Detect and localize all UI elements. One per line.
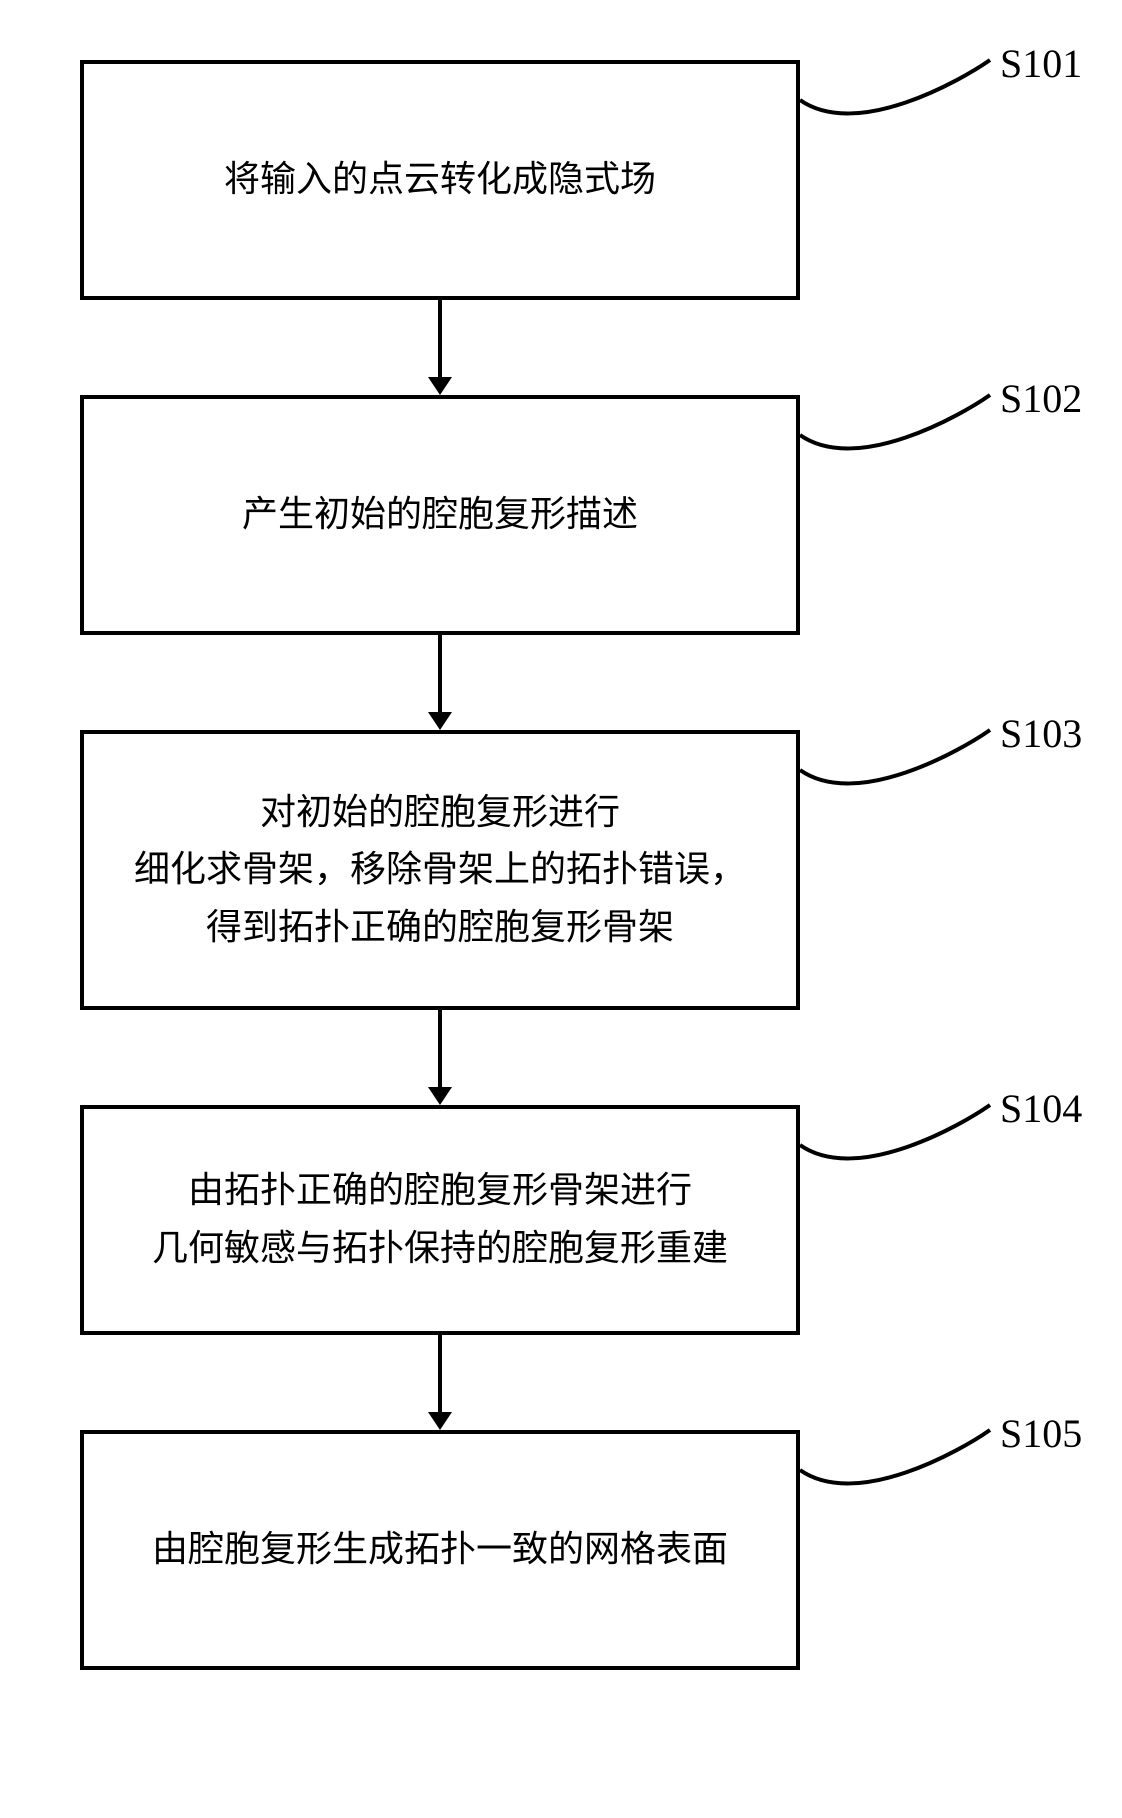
arrow-wrapper xyxy=(80,635,800,730)
step-text: 由腔胞复形生成拓扑一致的网格表面 xyxy=(152,1521,728,1579)
step-text: 对初始的腔胞复形进行 细化求骨架，移除骨架上的拓扑错误， 得到拓扑正确的腔胞复形… xyxy=(134,784,746,957)
step-box-s104: 由拓扑正确的腔胞复形骨架进行 几何敏感与拓扑保持的腔胞复形重建 xyxy=(80,1105,800,1335)
step-wrapper: 将输入的点云转化成隐式场S101 xyxy=(80,60,800,300)
step-wrapper: 对初始的腔胞复形进行 细化求骨架，移除骨架上的拓扑错误， 得到拓扑正确的腔胞复形… xyxy=(80,730,800,1010)
arrow-connector xyxy=(410,300,470,395)
label-curve xyxy=(795,55,995,155)
step-text: 产生初始的腔胞复形描述 xyxy=(242,486,638,544)
step-text: 将输入的点云转化成隐式场 xyxy=(224,151,656,209)
arrow-connector xyxy=(410,1335,470,1430)
step-box-s101: 将输入的点云转化成隐式场 xyxy=(80,60,800,300)
arrow-connector xyxy=(410,635,470,730)
label-curve xyxy=(795,725,995,825)
label-curve xyxy=(795,390,995,490)
step-label: S102 xyxy=(1000,375,1082,422)
step-label: S103 xyxy=(1000,710,1082,757)
step-box-s102: 产生初始的腔胞复形描述 xyxy=(80,395,800,635)
arrow-wrapper xyxy=(80,300,800,395)
step-wrapper: 由腔胞复形生成拓扑一致的网格表面S105 xyxy=(80,1430,800,1670)
step-wrapper: 产生初始的腔胞复形描述S102 xyxy=(80,395,800,635)
arrow-wrapper xyxy=(80,1010,800,1105)
step-box-s103: 对初始的腔胞复形进行 细化求骨架，移除骨架上的拓扑错误， 得到拓扑正确的腔胞复形… xyxy=(80,730,800,1010)
step-wrapper: 由拓扑正确的腔胞复形骨架进行 几何敏感与拓扑保持的腔胞复形重建S104 xyxy=(80,1105,800,1335)
step-box-s105: 由腔胞复形生成拓扑一致的网格表面 xyxy=(80,1430,800,1670)
step-text: 由拓扑正确的腔胞复形骨架进行 几何敏感与拓扑保持的腔胞复形重建 xyxy=(152,1162,728,1277)
step-label: S105 xyxy=(1000,1410,1082,1457)
label-curve xyxy=(795,1100,995,1200)
arrow-connector xyxy=(410,1010,470,1105)
flowchart-container: 将输入的点云转化成隐式场S101 产生初始的腔胞复形描述S102 对初始的腔胞复形进… xyxy=(80,60,1040,1670)
step-label: S104 xyxy=(1000,1085,1082,1132)
label-curve xyxy=(795,1425,995,1525)
step-label: S101 xyxy=(1000,40,1082,87)
arrow-wrapper xyxy=(80,1335,800,1430)
